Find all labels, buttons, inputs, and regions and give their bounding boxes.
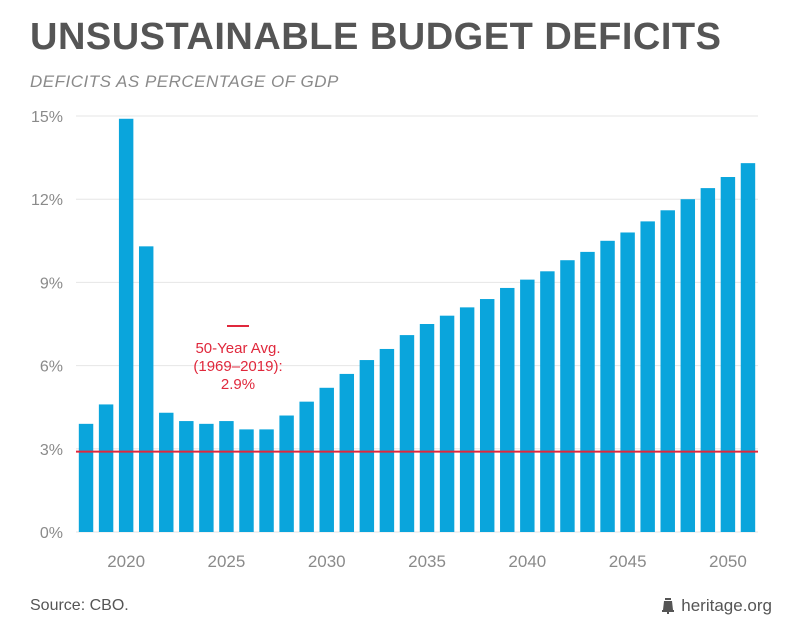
bar	[399, 335, 415, 532]
reference-annotation-line: (1969–2019):	[193, 358, 282, 375]
bar	[319, 387, 334, 532]
bar	[560, 260, 575, 532]
bar	[520, 279, 535, 532]
x-tick-label: 2030	[308, 552, 346, 571]
bar	[118, 118, 134, 533]
x-tick-label: 2025	[208, 552, 246, 571]
bar-chart: 0% 3% 6% 9% 12% 15% 50-Year Avg.(1969–2019):2.…	[31, 109, 758, 571]
bar	[720, 177, 736, 532]
bar	[339, 373, 355, 532]
bar	[219, 421, 234, 532]
bar	[700, 188, 716, 532]
bar	[419, 324, 435, 532]
x-tick-label: 2050	[709, 552, 747, 571]
bar	[199, 423, 214, 532]
chart-subtitle: DEFICITS AS PERCENTAGE OF GDP	[30, 72, 339, 91]
source-note: Source: CBO.	[30, 597, 129, 614]
bar	[179, 421, 194, 532]
brand-label: heritage.org	[681, 596, 772, 615]
bar	[138, 246, 154, 532]
bar	[600, 240, 615, 533]
bar	[98, 404, 114, 532]
bar	[259, 429, 274, 532]
bar	[640, 221, 655, 533]
brand-link[interactable]: heritage.org	[661, 596, 772, 616]
bar	[359, 360, 375, 532]
y-tick-label: 15%	[31, 109, 63, 126]
y-tick-label: 0%	[40, 525, 63, 542]
y-tick-label: 6%	[40, 359, 63, 376]
reference-annotation-line: 2.9%	[221, 376, 255, 393]
bar	[279, 415, 294, 532]
y-tick-label: 9%	[40, 275, 63, 292]
bar	[78, 423, 94, 532]
x-tick-label: 2045	[609, 552, 647, 571]
bar	[479, 299, 495, 532]
y-tick-label: 12%	[31, 192, 63, 209]
bar	[740, 163, 756, 532]
bar	[239, 429, 254, 532]
bar	[620, 232, 635, 533]
bar	[299, 401, 314, 532]
bar	[159, 412, 174, 532]
bar	[580, 251, 595, 533]
liberty-bell-icon	[662, 598, 675, 614]
bar	[660, 210, 675, 532]
bar	[379, 348, 395, 532]
x-tick-label: 2020	[107, 552, 145, 571]
y-tick-label: 3%	[40, 442, 63, 459]
bar	[459, 307, 475, 532]
bar	[540, 271, 555, 532]
bar	[680, 199, 696, 532]
page-title: UNSUSTAINABLE BUDGET DEFICITS	[30, 16, 722, 58]
reference-annotation-line: 50-Year Avg.	[195, 340, 280, 357]
x-tick-label: 2035	[408, 552, 446, 571]
bar	[500, 287, 515, 532]
x-tick-label: 2040	[508, 552, 546, 571]
bar	[439, 315, 455, 532]
